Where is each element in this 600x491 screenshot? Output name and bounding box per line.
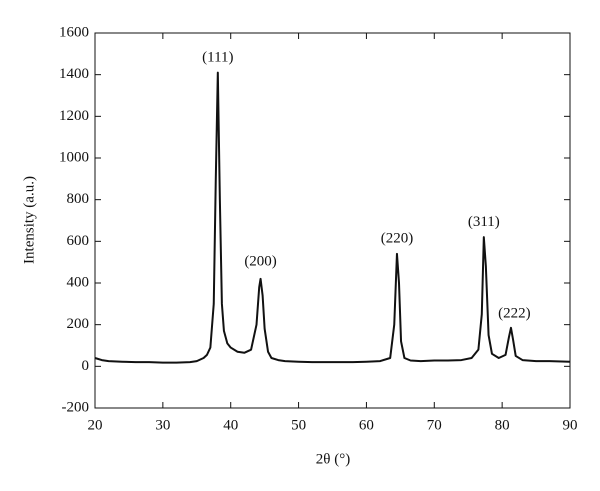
x-tick-label: 90 [563, 417, 578, 433]
x-tick-label: 80 [495, 417, 510, 433]
y-tick-label: 1600 [59, 24, 89, 40]
peak-label: (200) [244, 254, 277, 270]
y-tick-label: 800 [67, 191, 90, 207]
x-tick-label: 70 [427, 417, 442, 433]
y-tick-label: 1200 [59, 108, 89, 124]
x-tick-label: 30 [155, 417, 170, 433]
x-tick-label: 20 [88, 417, 103, 433]
y-tick-label: 400 [67, 274, 90, 290]
y-axis-label: Intensity (a.u.) [21, 176, 37, 264]
y-tick-label: 1000 [59, 149, 89, 165]
y-tick-label: 1400 [59, 66, 89, 82]
x-tick-label: 60 [359, 417, 374, 433]
y-tick-label: 0 [82, 358, 90, 374]
peak-label: (111) [202, 49, 233, 65]
x-axis-label: 2θ (°) [316, 451, 350, 467]
y-tick-label: -200 [62, 399, 90, 415]
peak-label: (311) [468, 214, 500, 230]
y-tick-label: 200 [67, 316, 90, 332]
y-tick-label: 600 [67, 233, 90, 249]
data-line [94, 71, 571, 364]
x-tick-label: 50 [291, 417, 306, 433]
peak-label: (220) [381, 231, 414, 247]
peak-label: (222) [498, 306, 531, 322]
x-tick-label: 40 [223, 417, 238, 433]
plot-frame [94, 32, 571, 409]
